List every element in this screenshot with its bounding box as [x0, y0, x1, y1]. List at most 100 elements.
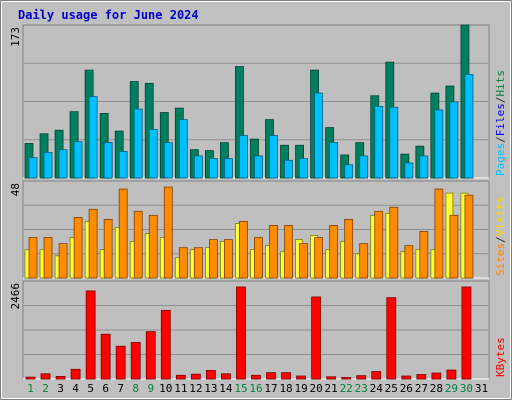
bar-pages [118, 151, 128, 179]
chart-title: Daily usage for June 2024 [18, 8, 199, 22]
legend-entry: Pages [494, 143, 507, 176]
bar-pages [224, 158, 233, 179]
bar-pages [434, 109, 444, 179]
bar-kbytes [221, 373, 231, 380]
bar-kbytes [115, 345, 126, 380]
x-tick-label: 1 [27, 382, 34, 395]
bar-sites [269, 225, 278, 279]
x-tick-label: 6 [102, 382, 109, 395]
x-tick-label: 30 [460, 382, 473, 395]
bar-kbytes [311, 296, 322, 380]
y-max-label: 173 [9, 27, 22, 47]
panel-bars [24, 24, 474, 179]
bar-pages [269, 135, 278, 179]
x-tick-label: 25 [385, 382, 398, 395]
bar-pages [404, 162, 414, 179]
legend-entry: Visits [494, 197, 507, 237]
x-tick-label: 4 [72, 382, 79, 395]
y-max-label: 48 [9, 183, 22, 196]
bar-sites [389, 206, 399, 279]
bar-kbytes [236, 286, 246, 380]
x-tick-label: 17 [264, 382, 277, 395]
y-max-label: 2466 [9, 283, 22, 310]
x-tick-label: 7 [117, 382, 124, 395]
bar-kbytes [251, 374, 261, 380]
panel-bars [25, 286, 472, 380]
bar-pages [389, 106, 399, 179]
bar-pages [148, 128, 158, 179]
x-tick-label: 10 [159, 382, 172, 395]
bar-sites [254, 237, 263, 279]
bar-pages [374, 105, 384, 179]
x-tick-label: 12 [189, 382, 202, 395]
bar-kbytes [130, 342, 141, 380]
x-tick-label: 24 [370, 382, 384, 395]
legend-entry: / [494, 136, 507, 143]
x-tick-label: 31 [475, 382, 488, 395]
panel-2: 48 Sites/Visits [9, 180, 507, 279]
legend-entry: Sites [494, 243, 507, 276]
bar-pages [254, 155, 263, 179]
bar-sites [329, 225, 339, 279]
x-tick-label: 21 [325, 382, 338, 395]
bar-kbytes [40, 373, 51, 380]
bar-sites [163, 186, 173, 279]
bar-sites [148, 214, 158, 279]
bar-kbytes [431, 372, 442, 380]
x-tick-label: 26 [400, 382, 413, 395]
bar-kbytes [461, 286, 472, 380]
x-tick-label: 2 [42, 382, 49, 395]
bar-sites [434, 188, 444, 279]
bar-sites [374, 210, 384, 279]
panel-legend: Pages/Files/Hits [494, 70, 507, 176]
bar-pages [88, 96, 98, 179]
legend-entry: Files [494, 103, 507, 136]
x-tick-label: 19 [294, 382, 307, 395]
bar-sites [58, 243, 68, 279]
bar-kbytes [70, 368, 81, 380]
bar-sites [103, 218, 113, 279]
bar-pages [419, 155, 429, 179]
panel-3: 2466 KBytes [9, 280, 507, 380]
legend-entry: Hits [494, 70, 507, 97]
bar-sites [314, 237, 324, 279]
bar-pages [314, 92, 324, 179]
panel-bars [24, 186, 474, 279]
bar-pages [73, 141, 83, 179]
x-axis: 1 2 3 4 5 6 7 8 9 10 11 12 13 14 15 16 17 18 19 20 21 22 23 24 2… [27, 382, 488, 395]
bar-pages [193, 155, 203, 179]
bar-sites [28, 237, 38, 279]
x-tick-label: 20 [310, 382, 323, 395]
bar-kbytes [281, 372, 291, 380]
x-tick-label: 18 [279, 382, 292, 395]
x-tick-label: 28 [430, 382, 443, 395]
bar-kbytes [356, 375, 367, 380]
bar-sites [359, 243, 369, 279]
bar-kbytes [341, 377, 352, 380]
bar-kbytes [401, 375, 412, 380]
bar-kbytes [371, 371, 382, 380]
x-tick-label: 16 [249, 382, 262, 395]
x-tick-label: 5 [87, 382, 94, 395]
bar-sites [404, 245, 414, 279]
bar-kbytes [85, 290, 96, 380]
bar-sites [284, 225, 293, 279]
bar-pages [133, 108, 143, 179]
legend-entry: / [494, 97, 507, 104]
bar-pages [163, 142, 173, 179]
x-tick-label: 29 [445, 382, 458, 395]
bar-sites [208, 239, 218, 279]
bar-pages [449, 101, 459, 179]
bar-pages [359, 155, 369, 179]
bar-kbytes [266, 372, 276, 380]
bar-pages [239, 135, 248, 179]
bar-kbytes [175, 374, 186, 380]
bar-kbytes [145, 331, 156, 380]
bar-sites [449, 214, 459, 279]
bar-pages [464, 74, 474, 179]
x-tick-label: 9 [147, 382, 154, 395]
bar-kbytes [416, 374, 427, 380]
bar-kbytes [205, 370, 216, 380]
bar-kbytes [190, 373, 201, 380]
